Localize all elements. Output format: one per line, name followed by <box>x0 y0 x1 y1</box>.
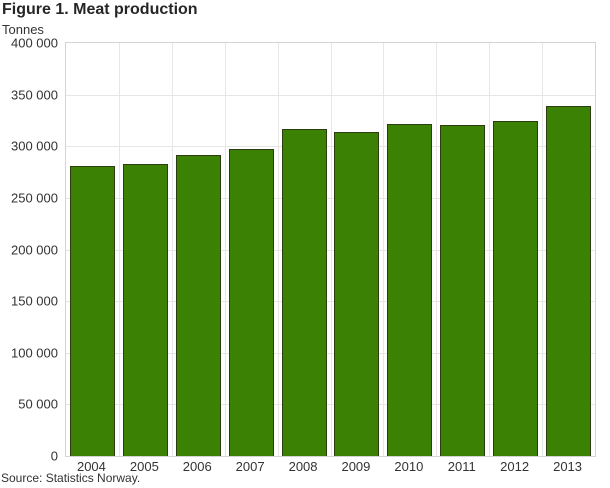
vertical-gridline <box>277 43 279 456</box>
y-axis-unit-label: Tonnes <box>2 22 44 37</box>
chart-title: Figure 1. Meat production <box>2 1 198 18</box>
vertical-gridline <box>383 43 385 456</box>
bar-2007 <box>228 149 274 456</box>
vertical-gridline <box>542 43 544 456</box>
y-axis: 0 50 000 100 000 150 000 200 000 250 000 300 0… <box>0 36 58 464</box>
bar-2005 <box>122 163 168 456</box>
x-tick-label: 2006 <box>182 459 212 474</box>
y-tick-label: 250 000 <box>11 190 58 206</box>
y-tick-label: 50 000 <box>18 396 58 412</box>
x-tick-label: 2012 <box>500 459 530 474</box>
y-tick-label: 200 000 <box>11 242 58 257</box>
vertical-gridline <box>118 43 120 456</box>
bar-2010 <box>387 123 433 456</box>
y-tick-label: 300 000 <box>11 138 58 154</box>
vertical-gridline <box>489 43 491 456</box>
y-tick-label: 0 <box>50 448 58 464</box>
plot-area <box>65 42 596 457</box>
x-tick-label: 2009 <box>341 459 371 474</box>
vertical-gridline <box>171 43 173 456</box>
vertical-gridline <box>436 43 438 456</box>
bar-2004 <box>69 165 115 456</box>
x-axis: 2004 2005 2006 2007 2008 2009 2010 2011 2012 2013 <box>65 459 594 475</box>
bar-2012 <box>493 121 539 456</box>
y-tick-label: 400 000 <box>11 35 58 51</box>
x-tick-label: 2005 <box>129 459 159 474</box>
vertical-gridline <box>330 43 332 456</box>
x-tick-label: 2008 <box>288 459 318 474</box>
source-note: Source: Statistics Norway. <box>1 471 141 485</box>
bar-2009 <box>334 131 380 456</box>
bar-2013 <box>546 105 592 456</box>
y-tick-label: 350 000 <box>11 87 58 103</box>
y-tick-label: 150 000 <box>11 293 58 309</box>
x-tick-label: 2013 <box>553 459 583 474</box>
x-tick-label: 2010 <box>394 459 424 474</box>
x-tick-label: 2011 <box>447 459 476 474</box>
x-tick-label: 2004 <box>76 459 106 474</box>
vertical-gridline <box>224 43 226 456</box>
bar-2008 <box>281 128 327 456</box>
y-tick-label: 100 000 <box>11 345 58 361</box>
x-tick-label: 2007 <box>235 459 265 474</box>
bar-2011 <box>440 124 486 456</box>
bar-2006 <box>175 154 221 456</box>
